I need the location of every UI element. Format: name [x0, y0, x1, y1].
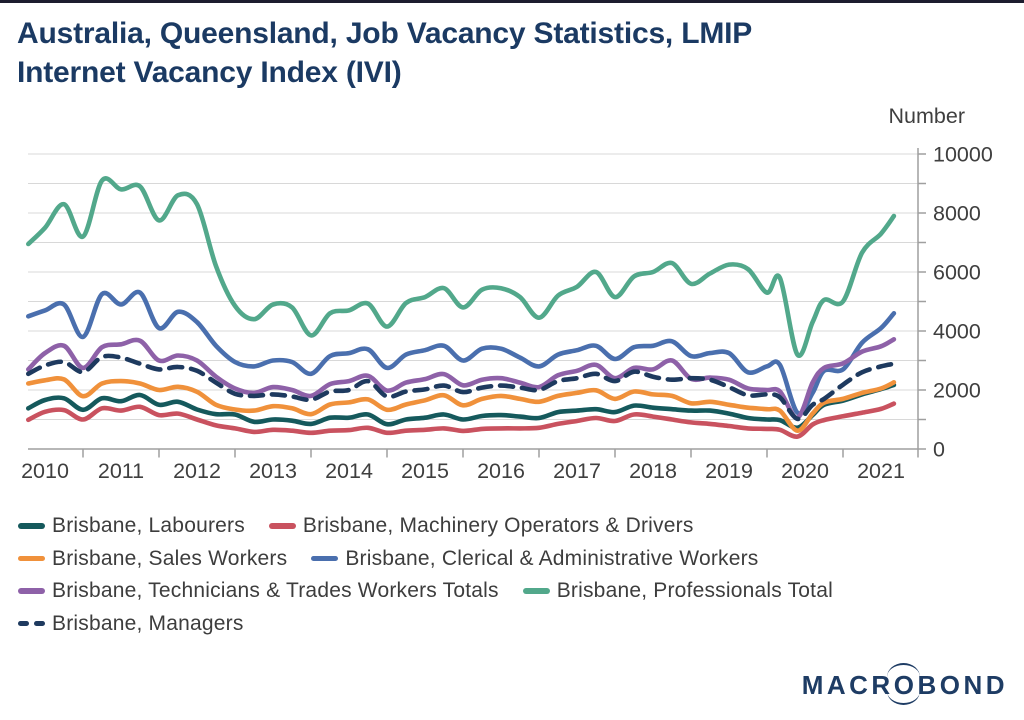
page-title-line2: Internet Vacancy Index (IVI) [17, 56, 402, 89]
macrobond-logo: MACROBOND [801, 663, 1008, 705]
logo-text-suffix: BOND [917, 670, 1008, 700]
legend-label: Brisbane, Professionals Total [556, 579, 833, 602]
legend-swatch-icon [18, 588, 45, 594]
x-axis-label: 2011 [98, 459, 144, 483]
legend-item-brisbane-professionals-total: Brisbane, Professionals Total [522, 579, 833, 603]
legend-item-brisbane-technicians-trades-workers-totals: Brisbane, Technicians & Trades Workers T… [18, 579, 499, 603]
x-axis-label: 2010 [21, 459, 69, 483]
legend-swatch-icon [18, 555, 45, 562]
x-axis-label: 2013 [249, 459, 297, 483]
legend-label: Brisbane, Managers [52, 611, 244, 635]
series-line-brisbane-technicians-trades-workers-totals [26, 337, 897, 420]
x-axis-label: 2012 [173, 459, 221, 483]
legend-row: Brisbane, Technicians & Trades Workers T… [18, 579, 1018, 603]
legend-swatch-icon [522, 588, 550, 594]
y-axis-label: 6000 [933, 261, 981, 285]
y-axis-label: 2000 [933, 379, 981, 403]
page-title: Australia, Queensland, Job Vacancy Stati… [17, 14, 997, 92]
legend-swatch-icon [268, 523, 296, 529]
x-axis-label: 2020 [781, 459, 829, 483]
x-axis-label: 2019 [705, 459, 753, 483]
legend-row: Brisbane, Labourers Brisbane, Machinery O… [18, 514, 1018, 538]
legend-item-brisbane-clerical-administrative-workers: Brisbane, Clerical & Administrative Work… [311, 547, 758, 571]
x-axis-label: 2021 [857, 459, 905, 483]
x-axis-label: 2017 [553, 459, 601, 483]
y-axis-label: 8000 [933, 202, 981, 226]
legend-row: Brisbane, Sales Workers Brisbane, Clerica… [18, 547, 1018, 571]
legend-label: Brisbane, Clerical & Administrative Work… [345, 546, 759, 570]
series-line-brisbane-machinery-operators-drivers [26, 401, 897, 439]
logo-text-prefix: MACR [801, 670, 894, 700]
y-axis-label: 4000 [933, 320, 981, 344]
legend-row: Brisbane, Managers [18, 612, 1018, 636]
series-line-brisbane-sales-workers [26, 376, 897, 433]
legend-label: Brisbane, Sales Workers [52, 546, 288, 570]
x-axis-label: 2016 [477, 459, 525, 483]
series-line-brisbane-labourers [26, 382, 897, 431]
legend-label: Brisbane, Labourers [52, 514, 245, 537]
series-line-brisbane-professionals-total [26, 176, 897, 359]
legend-swatch-icon [311, 555, 339, 562]
legend: Brisbane, Labourers Brisbane, Machinery O… [18, 514, 1018, 644]
legend-item-brisbane-managers: Brisbane, Managers [18, 612, 244, 636]
y-axis-label: 10000 [933, 143, 993, 167]
x-axis-label: 2018 [629, 459, 677, 483]
x-axis-label: 2015 [401, 459, 449, 483]
window-top-edge [0, 0, 1024, 3]
series-line-brisbane-clerical-administrative-workers [26, 289, 897, 416]
legend-label: Brisbane, Machinery Operators & Drivers [302, 514, 694, 537]
logo-text-o: O [893, 670, 918, 700]
legend-dashed-swatch-icon [18, 620, 45, 627]
legend-item-brisbane-machinery-operators-drivers: Brisbane, Machinery Operators & Drivers [268, 514, 694, 538]
logo-orbit-o-icon: O [886, 663, 920, 705]
y-axis-label: 0 [933, 438, 945, 462]
y-axis-unit-label: Number [888, 104, 965, 128]
legend-item-brisbane-labourers: Brisbane, Labourers [18, 514, 245, 538]
page-title-line1: Australia, Queensland, Job Vacancy Stati… [17, 17, 753, 50]
series-line-brisbane-managers [26, 353, 897, 422]
legend-item-brisbane-sales-workers: Brisbane, Sales Workers [18, 547, 287, 571]
legend-swatch-icon [18, 523, 45, 529]
x-axis-label: 2014 [325, 459, 373, 483]
legend-label: Brisbane, Technicians & Trades Workers T… [52, 579, 499, 602]
